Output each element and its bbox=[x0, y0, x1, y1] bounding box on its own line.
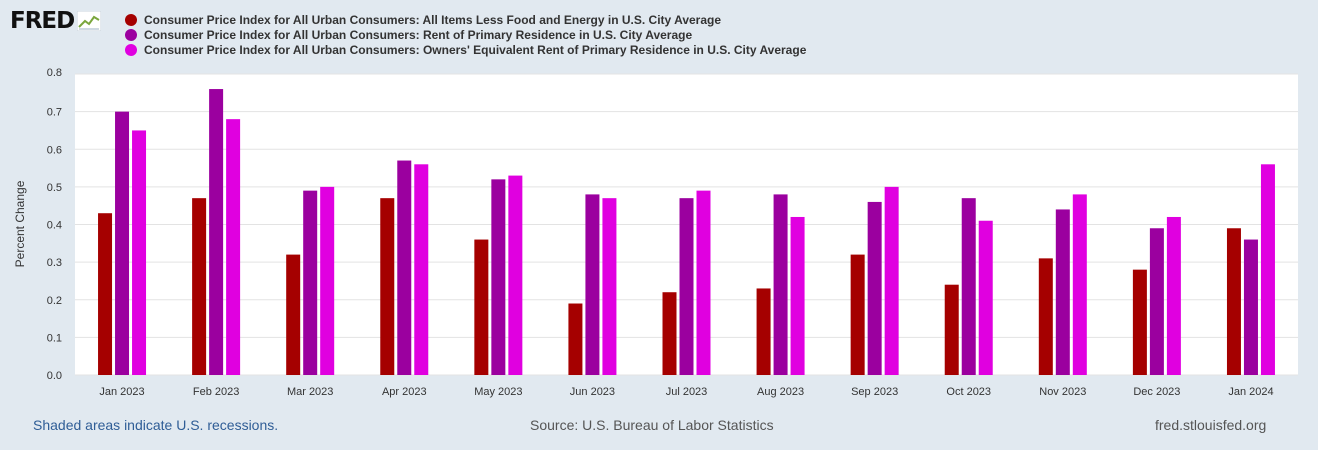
bar[interactable] bbox=[1243, 239, 1258, 375]
bar[interactable] bbox=[773, 194, 788, 375]
legend-marker bbox=[125, 43, 137, 56]
bar[interactable] bbox=[585, 194, 600, 375]
legend-marker bbox=[125, 28, 137, 41]
bar[interactable] bbox=[209, 89, 224, 376]
y-tick-label: 0.6 bbox=[47, 144, 62, 156]
bar[interactable] bbox=[508, 175, 523, 375]
y-tick-label: 0.8 bbox=[47, 67, 62, 79]
bar[interactable] bbox=[320, 186, 335, 375]
x-tick-label: Jul 2023 bbox=[666, 386, 708, 398]
legend-item-rent[interactable]: Consumer Price Index for All Urban Consu… bbox=[125, 27, 806, 42]
x-axis-ticks: Jan 2023 Feb 2023 Mar 2023 Apr 2023 May 2023… bbox=[99, 386, 1273, 398]
bar[interactable] bbox=[602, 198, 617, 375]
bar[interactable] bbox=[98, 213, 113, 375]
bar[interactable] bbox=[1149, 228, 1164, 375]
trend-line-icon bbox=[77, 11, 102, 31]
bar[interactable] bbox=[1226, 228, 1241, 375]
bar[interactable] bbox=[568, 303, 583, 375]
bar[interactable] bbox=[867, 201, 882, 375]
legend-marker bbox=[125, 13, 137, 26]
legend: Consumer Price Index for All Urban Consu… bbox=[125, 12, 806, 57]
x-tick-label: Oct 2023 bbox=[946, 386, 991, 398]
bar[interactable] bbox=[192, 198, 207, 375]
y-tick-label: 0.4 bbox=[47, 220, 62, 232]
logo-text: FRED bbox=[10, 8, 75, 34]
bars bbox=[98, 89, 1275, 376]
y-tick-label: 0.7 bbox=[47, 107, 62, 119]
x-tick-label: Nov 2023 bbox=[1039, 386, 1086, 398]
y-tick-label: 0.0 bbox=[47, 370, 62, 382]
bar[interactable] bbox=[756, 288, 771, 375]
bar[interactable] bbox=[1132, 269, 1147, 375]
bar[interactable] bbox=[1166, 216, 1181, 375]
site-url[interactable]: fred.stlouisfed.org bbox=[1155, 417, 1267, 433]
legend-label: Consumer Price Index for All Urban Consu… bbox=[144, 12, 722, 27]
x-tick-label: Dec 2023 bbox=[1133, 386, 1180, 398]
y-axis-title: Percent Change bbox=[13, 180, 27, 267]
legend-item-core-cpi[interactable]: Consumer Price Index for All Urban Consu… bbox=[125, 12, 806, 27]
fred-logo[interactable]: FRED bbox=[10, 8, 102, 34]
bar[interactable] bbox=[132, 130, 147, 375]
x-tick-label: Jan 2024 bbox=[1228, 386, 1273, 398]
y-tick-label: 0.5 bbox=[47, 182, 62, 194]
bar[interactable] bbox=[226, 119, 241, 376]
y-tick-label: 0.2 bbox=[47, 295, 62, 307]
bar[interactable] bbox=[474, 239, 489, 375]
bar[interactable] bbox=[1072, 194, 1087, 375]
bar[interactable] bbox=[397, 160, 412, 375]
x-tick-label: Aug 2023 bbox=[757, 386, 804, 398]
bar[interactable] bbox=[414, 164, 429, 375]
x-tick-label: Jun 2023 bbox=[570, 386, 615, 398]
bar[interactable] bbox=[380, 198, 395, 375]
bar[interactable] bbox=[286, 254, 301, 375]
y-tick-label: 0.3 bbox=[47, 257, 62, 269]
bar[interactable] bbox=[961, 198, 976, 375]
bar[interactable] bbox=[884, 186, 899, 375]
x-tick-label: May 2023 bbox=[474, 386, 522, 398]
x-tick-label: Jan 2023 bbox=[99, 386, 144, 398]
bar[interactable] bbox=[696, 190, 711, 375]
x-tick-label: Apr 2023 bbox=[382, 386, 427, 398]
y-tick-label: 0.1 bbox=[47, 332, 62, 344]
x-tick-label: Mar 2023 bbox=[287, 386, 333, 398]
bar[interactable] bbox=[790, 216, 805, 375]
bar[interactable] bbox=[850, 254, 865, 375]
bar[interactable] bbox=[1055, 209, 1070, 375]
legend-label: Consumer Price Index for All Urban Consu… bbox=[144, 27, 693, 42]
source-note: Source: U.S. Bureau of Labor Statistics bbox=[530, 417, 774, 433]
x-tick-label: Feb 2023 bbox=[193, 386, 239, 398]
bar[interactable] bbox=[944, 284, 959, 375]
x-tick-label: Sep 2023 bbox=[851, 386, 898, 398]
bar[interactable] bbox=[679, 198, 694, 375]
chart-area: 0.0 0.1 0.2 0.3 0.4 0.5 0.6 0.7 0.8 Jan 2023 Feb … bbox=[13, 67, 1298, 398]
bar[interactable] bbox=[978, 220, 993, 375]
legend-label: Consumer Price Index for All Urban Consu… bbox=[144, 42, 807, 57]
bar[interactable] bbox=[303, 190, 318, 375]
bar[interactable] bbox=[115, 111, 130, 375]
bar[interactable] bbox=[1038, 258, 1053, 375]
legend-item-oer[interactable]: Consumer Price Index for All Urban Consu… bbox=[125, 42, 806, 57]
recessions-note-link[interactable]: Shaded areas indicate U.S. recessions. bbox=[33, 417, 279, 433]
y-axis-ticks: 0.0 0.1 0.2 0.3 0.4 0.5 0.6 0.7 0.8 bbox=[47, 67, 62, 382]
bar[interactable] bbox=[491, 179, 506, 375]
bar[interactable] bbox=[662, 292, 677, 375]
bar[interactable] bbox=[1260, 164, 1275, 375]
